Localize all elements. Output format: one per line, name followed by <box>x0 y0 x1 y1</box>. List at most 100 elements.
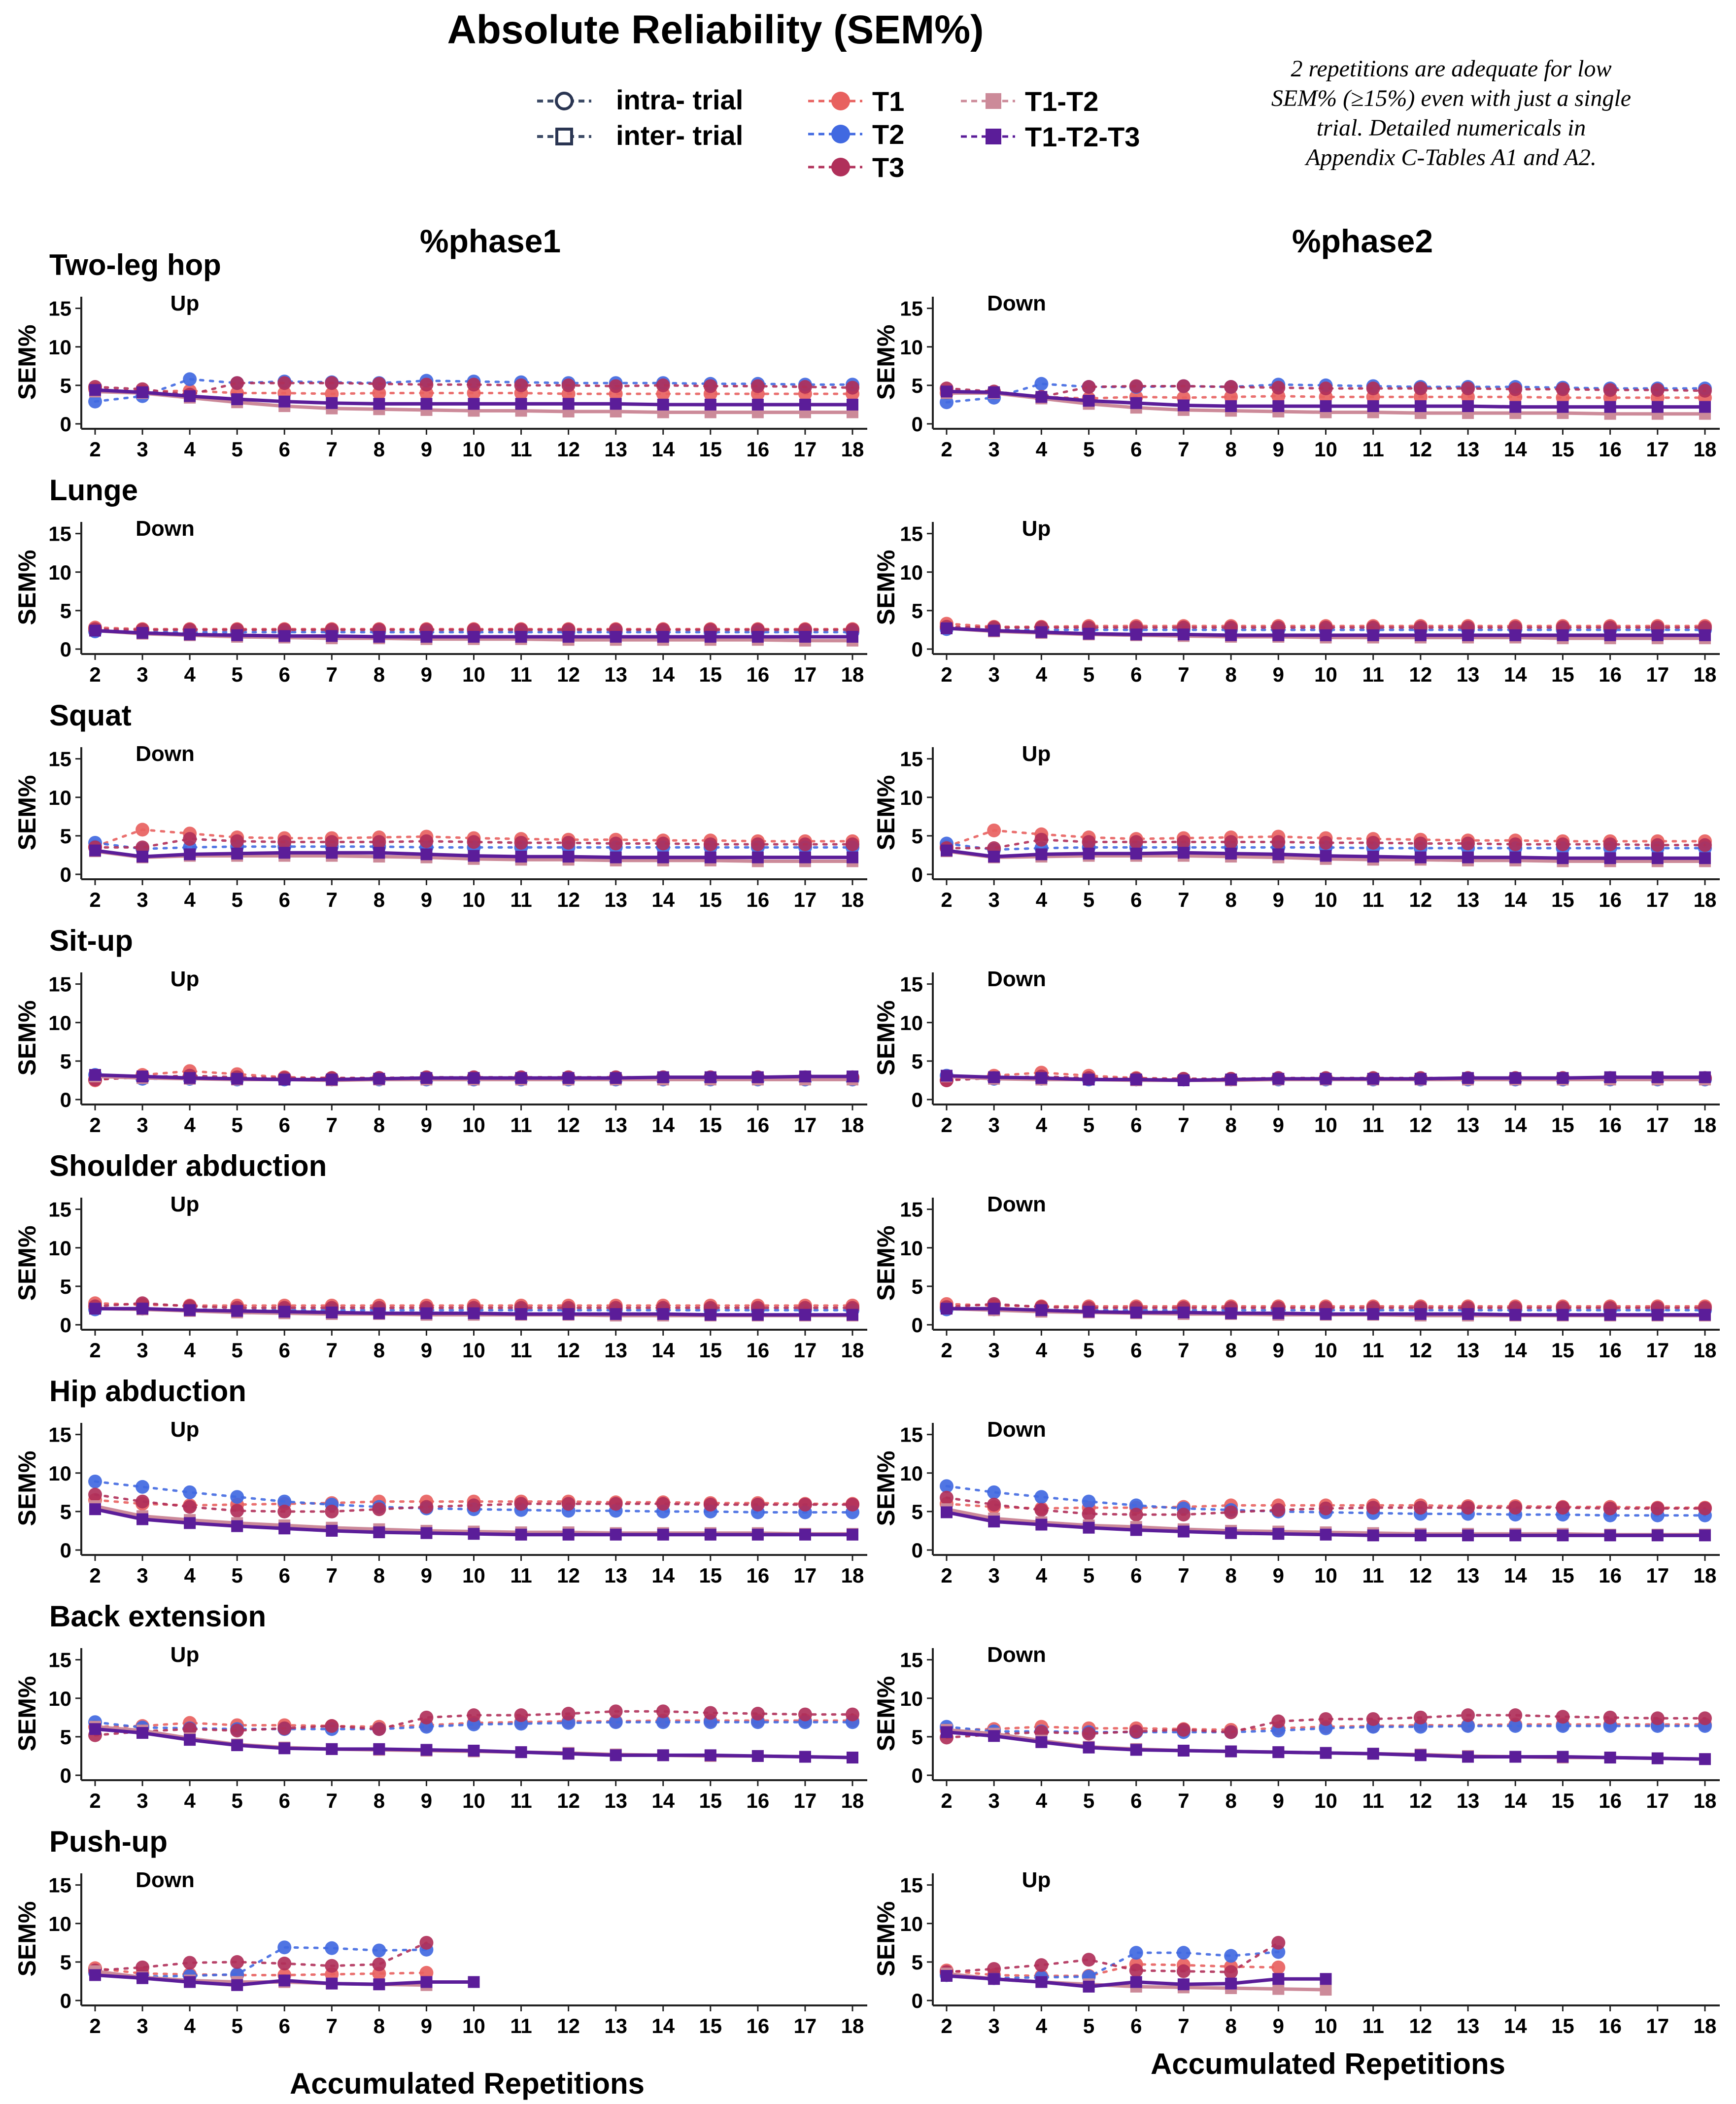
data-point-t1-t2-t3 <box>89 624 101 637</box>
y-tick-label: 10 <box>48 1011 71 1035</box>
data-point-t1-t2-t3 <box>1177 628 1190 641</box>
direction-label: Down <box>987 1417 1046 1442</box>
y-tick-label: 0 <box>60 1764 71 1787</box>
x-tick-label: 7 <box>1178 438 1189 461</box>
x-tick-label: 4 <box>184 1564 196 1587</box>
panel: 0 5 10 15 2 3 4 5 6 7 8 9 10 11 12 13 14 15 16 17 18 SEM% Up <box>13 291 867 461</box>
data-point-t1-t2-t3 <box>136 1727 149 1739</box>
data-point-t1-t2-t3 <box>468 1745 480 1757</box>
direction-label: Up <box>170 1417 200 1442</box>
data-point-t3 <box>1271 835 1286 849</box>
data-point-t1-t2-t3 <box>1035 1518 1048 1531</box>
data-point-t1-t2-t3 <box>1414 1749 1427 1761</box>
x-tick-label: 2 <box>941 663 952 686</box>
data-point-t1-t2-t3 <box>278 395 291 408</box>
x-tick-label: 2 <box>941 1113 952 1137</box>
panel: 0 5 10 15 2 3 4 5 6 7 8 9 10 11 12 13 14 15 16 17 18 SEM% Up <box>13 967 867 1137</box>
x-tick-label: 12 <box>1409 438 1432 461</box>
data-point-t1-t2-t3 <box>1367 851 1379 863</box>
data-point-t1-t2-t3 <box>1083 1741 1095 1754</box>
data-point-t3 <box>1224 380 1238 394</box>
x-tick-label: 10 <box>1314 663 1337 686</box>
y-tick-label: 0 <box>60 863 71 886</box>
x-tick-label: 15 <box>699 1789 722 1812</box>
x-tick-label: 8 <box>1225 2014 1236 2037</box>
x-tick-label: 7 <box>326 2014 338 2037</box>
panel: 0 5 10 15 2 3 4 5 6 7 8 9 10 11 12 13 14 15 16 17 18 SEM% Up <box>872 1868 1720 2037</box>
x-tick-label: 15 <box>699 663 722 686</box>
data-point-t1-t2-t3 <box>1320 629 1332 641</box>
data-point-t1-t2-t3 <box>326 1307 338 1318</box>
y-tick-label: 10 <box>48 786 71 809</box>
x-tick-label: 15 <box>1551 1789 1574 1812</box>
data-point-t1-t2-t3 <box>1130 397 1142 409</box>
data-point-t1-t2-t3 <box>1509 851 1522 863</box>
x-tick-label: 16 <box>1599 2014 1622 2037</box>
x-tick-label: 5 <box>232 1113 243 1137</box>
data-point-t3 <box>1366 1712 1380 1726</box>
data-point-t2 <box>136 1480 150 1494</box>
data-point-t1-t2-t3 <box>278 1306 291 1318</box>
series-line-t1 <box>94 1302 854 1307</box>
data-point-t1-t2-t3 <box>1083 1521 1095 1534</box>
data-point-t1-t2-t3 <box>1083 627 1095 640</box>
data-point-t3 <box>1082 380 1096 394</box>
data-point-t3 <box>1082 1953 1096 1967</box>
note: 2 repetitions are adequate for low SEM% … <box>1271 56 1631 171</box>
x-tick-label: 16 <box>747 1113 770 1137</box>
data-point-t1-t2-t3 <box>1225 847 1237 860</box>
data-point-t3 <box>656 1497 670 1511</box>
y-axis-label: SEM% <box>13 1000 41 1076</box>
x-tick-label: 14 <box>651 438 675 461</box>
x-tick-label: 2 <box>89 1113 101 1137</box>
series-line-t1 <box>945 1723 1706 1731</box>
data-point-t1-t2-t3 <box>515 631 527 643</box>
data-point-t1-t2-t3 <box>326 1073 338 1086</box>
legend-marker-t1 <box>831 92 850 110</box>
y-tick-label: 5 <box>60 599 71 622</box>
y-tick-label: 5 <box>60 1050 71 1073</box>
data-point-t1-t2-t3 <box>941 1726 953 1738</box>
data-point-t1-t2-t3 <box>184 1304 196 1316</box>
data-point-t1-t2-t3 <box>751 631 764 643</box>
series-line-t2 <box>945 382 1706 404</box>
legend-label-t2: T2 <box>872 119 904 150</box>
x-tick-label: 13 <box>1457 1113 1480 1137</box>
exercise-title: Hip abduction <box>49 1375 246 1408</box>
y-axis-label: SEM% <box>13 1226 41 1301</box>
data-point-t1-t2-t3 <box>1699 401 1711 413</box>
series-line-t1 <box>945 622 1706 628</box>
data-point-t1-t2-t3 <box>941 622 953 634</box>
data-point-t3 <box>183 1956 197 1970</box>
data-point-t1-t2-t3 <box>373 847 385 859</box>
figure-title: Absolute Reliability (SEM%) <box>447 7 984 52</box>
data-point-t1-t2-t3 <box>1509 1751 1522 1763</box>
data-point-t1-t2-t3 <box>231 1979 243 1991</box>
x-tick-label: 6 <box>1130 1339 1142 1362</box>
data-point-t1-t2-t3 <box>562 631 575 643</box>
x-tick-label: 8 <box>374 1564 385 1587</box>
data-point-t3 <box>1603 383 1617 397</box>
x-tick-label: 7 <box>326 1339 338 1362</box>
x-tick-label: 13 <box>604 2014 627 2037</box>
data-point-t3 <box>277 376 292 390</box>
data-point-t3 <box>1034 1958 1049 1972</box>
x-tick-label: 17 <box>1646 1339 1669 1362</box>
data-point-t3 <box>1176 379 1191 393</box>
exercise-row: Sit-up 0 5 10 15 2 3 4 5 6 7 8 9 10 11 12 13 14 15 16 17 18 SE… <box>13 924 1720 1137</box>
data-point-t1-t2-t3 <box>941 385 953 398</box>
x-tick-label: 8 <box>374 1789 385 1812</box>
data-point-t1-t2 <box>1272 1983 1285 1995</box>
data-point-t3 <box>1650 1501 1665 1516</box>
data-point-t1-t2-t3 <box>1509 401 1522 413</box>
x-tick-label: 18 <box>841 438 864 461</box>
data-point-t3 <box>656 378 670 392</box>
x-tick-label: 13 <box>604 888 627 911</box>
data-point-t1-t2-t3 <box>1557 1072 1569 1084</box>
x-tick-label: 14 <box>1504 1339 1527 1362</box>
data-point-t1-t2-t3 <box>610 631 622 643</box>
data-point-t3 <box>419 1500 434 1514</box>
x-tick-label: 7 <box>1178 1564 1189 1587</box>
data-point-t1-t2-t3 <box>1367 1072 1379 1085</box>
y-tick-label: 0 <box>60 413 71 436</box>
